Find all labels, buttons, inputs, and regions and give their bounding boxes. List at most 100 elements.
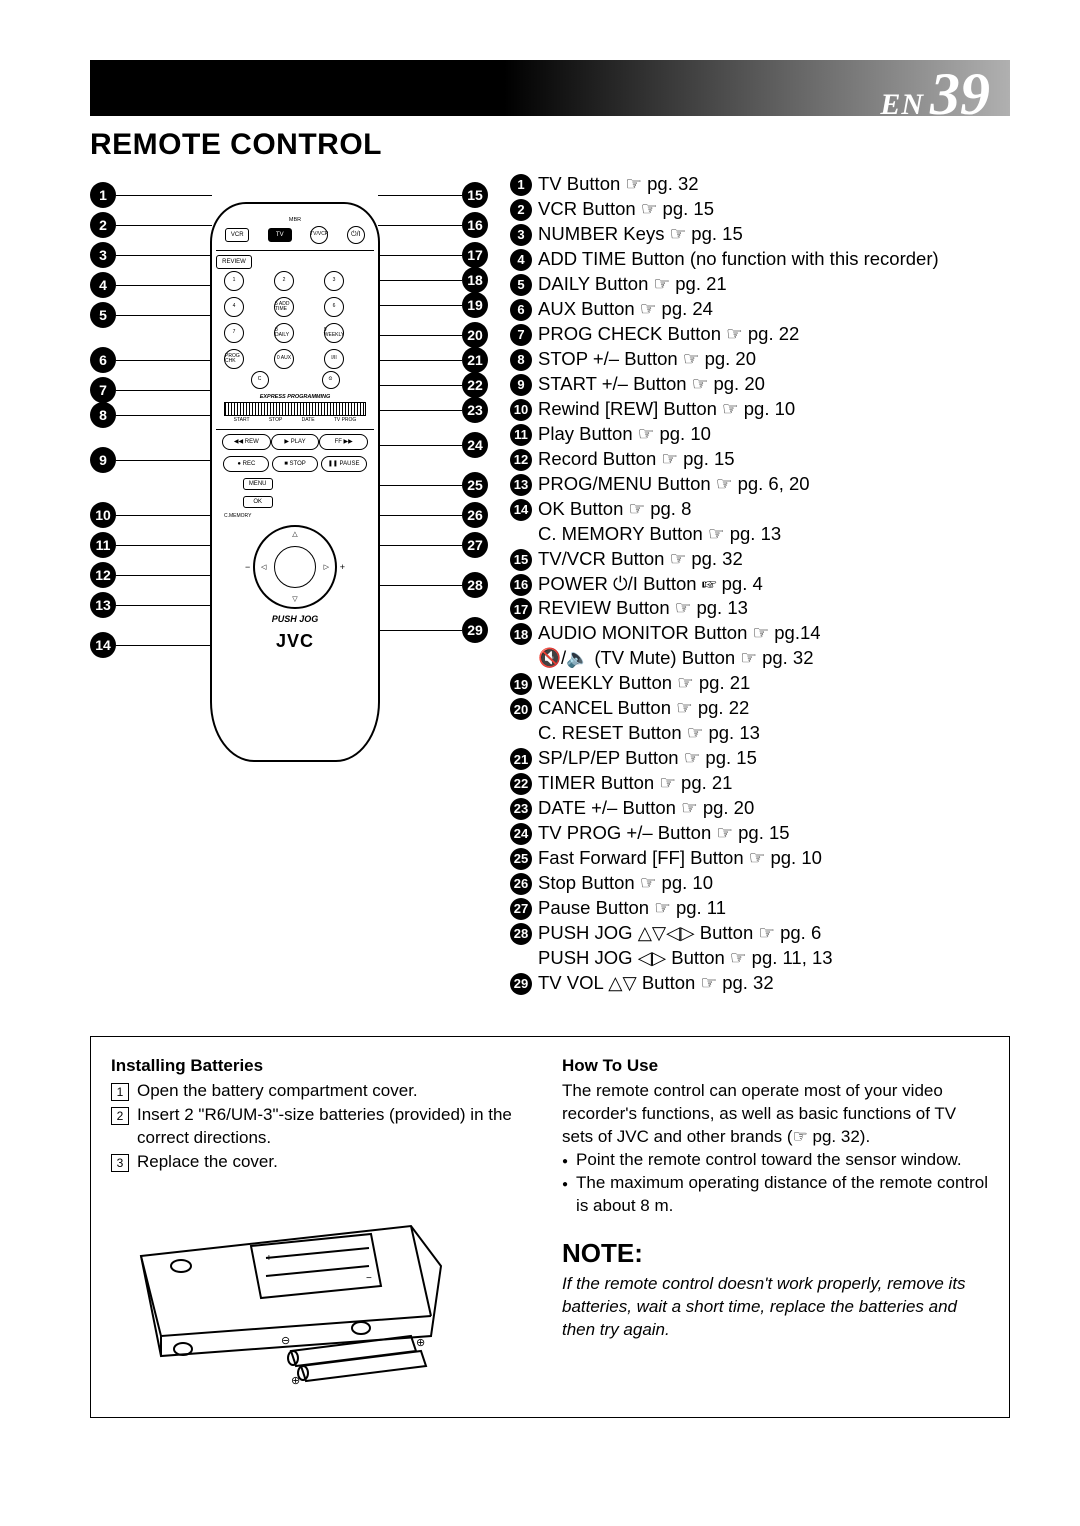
jog-dial: △ ▽ ◁ ▷ + − — [253, 525, 337, 609]
description-item: 4ADD TIME Button (no function with this … — [510, 247, 1010, 272]
description-text: OK Button ☞ pg. 8 — [538, 497, 691, 522]
step-text: Replace the cover. — [137, 1151, 278, 1174]
callout-number: 6 — [510, 299, 532, 321]
description-text: CANCEL Button ☞ pg. 22 — [538, 696, 749, 721]
svg-text:+: + — [266, 1253, 272, 1264]
callout-number: 23 — [510, 798, 532, 820]
diagram-callout: 27 — [462, 532, 488, 558]
callout-number: 16 — [510, 574, 532, 596]
description-item: 26Stop Button ☞ pg. 10 — [510, 871, 1010, 896]
callout-number: 10 — [510, 399, 532, 421]
bullet-text: The maximum operating distance of the re… — [576, 1172, 989, 1218]
description-item: 19 WEEKLY Button ☞ pg. 21 — [510, 671, 1010, 696]
description-text: NUMBER Keys ☞ pg. 15 — [538, 222, 743, 247]
description-text: TV/VCR Button ☞ pg. 32 — [538, 547, 743, 572]
diagram-callout: 29 — [462, 617, 488, 643]
description-text: Fast Forward [FF] Button ☞ pg. 10 — [538, 846, 822, 871]
note-body: If the remote control doesn't work prope… — [562, 1273, 989, 1342]
description-item: 12 Record Button ☞ pg. 15 — [510, 447, 1010, 472]
number-key: I/II — [324, 349, 344, 369]
battery-illustration: + − ⊖ ⊕ ⊕ — [111, 1186, 471, 1386]
callout-number: 22 — [510, 773, 532, 795]
description-text: Record Button ☞ pg. 15 — [538, 447, 735, 472]
description-item: 6AUX Button ☞ pg. 24 — [510, 297, 1010, 322]
description-text: WEEKLY Button ☞ pg. 21 — [538, 671, 750, 696]
diagram-callout: 22 — [462, 372, 488, 398]
install-step: 3 Replace the cover. — [111, 1151, 538, 1174]
callout-number: 5 — [510, 274, 532, 296]
description-item: 8STOP +/– Button ☞ pg. 20 — [510, 347, 1010, 372]
description-item: 27Pause Button ☞ pg. 11 — [510, 896, 1010, 921]
description-text: Rewind [REW] Button ☞ pg. 10 — [538, 397, 795, 422]
howto-title: How To Use — [562, 1055, 989, 1078]
ok-key: OK — [243, 496, 273, 508]
cmemory-label: C.MEMORY — [216, 514, 374, 519]
description-item: 2VCR Button ☞ pg. 15 — [510, 197, 1010, 222]
diagram-callout: 21 — [462, 347, 488, 373]
install-title: Installing Batteries — [111, 1055, 538, 1078]
description-text: ADD TIME Button (no function with this r… — [538, 247, 939, 272]
callout-number: 21 — [510, 748, 532, 770]
review-key: REVIEW — [216, 255, 252, 269]
description-text: DAILY Button ☞ pg. 21 — [538, 272, 727, 297]
number-key: 2 — [274, 271, 294, 291]
timer-key: ⏲ — [322, 371, 340, 389]
description-subtext: PUSH JOG ◁▷ Button ☞ pg. 11, 13 — [538, 946, 833, 971]
description-item: 1TV Button ☞ pg. 32 — [510, 172, 1010, 197]
description-subtext: C. MEMORY Button ☞ pg. 13 — [538, 522, 781, 547]
description-text: Play Button ☞ pg. 10 — [538, 422, 711, 447]
description-text: TV VOL △▽ Button ☞ pg. 32 — [538, 971, 774, 996]
callout-number: 12 — [510, 449, 532, 471]
description-item: 21SP/LP/EP Button ☞ pg. 15 — [510, 746, 1010, 771]
page-header: EN 39 — [90, 60, 1010, 116]
description-item: 9START +/– Button ☞ pg. 20 — [510, 372, 1010, 397]
callout-number: 14 — [510, 499, 532, 521]
number-key: PROG CHK — [224, 349, 244, 369]
diagram-callout: 2 — [90, 212, 116, 238]
step-number: 3 — [111, 1154, 129, 1172]
header-page-num: 39 — [930, 60, 990, 129]
callout-number: 8 — [510, 349, 532, 371]
svg-text:⊕: ⊕ — [416, 1337, 425, 1349]
description-item: 3NUMBER Keys ☞ pg. 15 — [510, 222, 1010, 247]
svg-text:⊕: ⊕ — [291, 1375, 300, 1386]
prog-label: DATE — [302, 418, 315, 423]
description-text: REVIEW Button ☞ pg. 13 — [538, 596, 748, 621]
diagram-callout: 16 — [462, 212, 488, 238]
install-column: Installing Batteries 1Open the battery c… — [111, 1055, 538, 1393]
description-list: 1TV Button ☞ pg. 322VCR Button ☞ pg. 153… — [510, 162, 1010, 996]
brand-label: JVC — [216, 632, 374, 650]
description-text: TIMER Button ☞ pg. 21 — [538, 771, 732, 796]
diagram-callout: 14 — [90, 632, 116, 658]
description-text: PUSH JOG △▽◁▷ Button ☞ pg. 6 — [538, 921, 821, 946]
description-item: 22 TIMER Button ☞ pg. 21 — [510, 771, 1010, 796]
callout-number: 19 — [510, 673, 532, 695]
tvvcr-key: TV/VCR — [310, 226, 328, 244]
description-item: 15TV/VCR Button ☞ pg. 32 — [510, 547, 1010, 572]
diagram-callout: 8 — [90, 402, 116, 428]
number-key: 1 — [224, 271, 244, 291]
description-text: TV PROG +/– Button ☞ pg. 15 — [538, 821, 790, 846]
diagram-callout: 18 — [462, 267, 488, 293]
step-text: Insert 2 "R6/UM-3"-size batteries (provi… — [137, 1104, 538, 1150]
number-key: 6 — [324, 297, 344, 317]
number-key: 8 DAILY — [274, 323, 294, 343]
diagram-callout: 28 — [462, 572, 488, 598]
description-item: 20CANCEL Button ☞ pg. 22 — [510, 696, 1010, 721]
callout-number: 27 — [510, 898, 532, 920]
callout-number: 7 — [510, 324, 532, 346]
description-item: 23DATE +/– Button ☞ pg. 20 — [510, 796, 1010, 821]
description-item: 16POWER ⏻/I Button ☞ pg. 4 — [510, 572, 1010, 597]
express-label: EXPRESS PROGRAMMING — [216, 395, 374, 401]
install-step: 1Open the battery compartment cover. — [111, 1080, 538, 1103]
diagram-callout: 4 — [90, 272, 116, 298]
callout-number: 1 — [510, 174, 532, 196]
section-title: REMOTE CONTROL — [90, 128, 1010, 162]
brand-small: MBR — [216, 218, 374, 224]
header-lang: EN — [880, 88, 924, 122]
callout-number: 17 — [510, 598, 532, 620]
number-key: 7 — [224, 323, 244, 343]
callout-number: 28 — [510, 923, 532, 945]
diagram-callout: 26 — [462, 502, 488, 528]
howto-intro: The remote control can operate most of y… — [562, 1080, 989, 1149]
